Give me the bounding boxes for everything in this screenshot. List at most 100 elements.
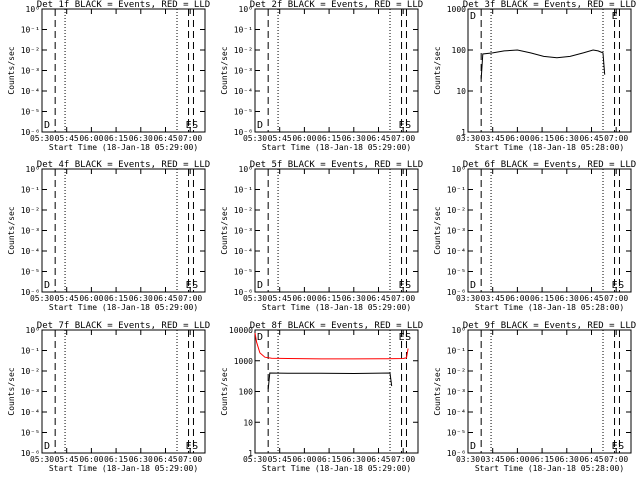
chart-8-ytick-label-4: 1 (248, 449, 253, 458)
chart-3-xtick-label-6: 07:00 (604, 134, 628, 143)
chart-2-xtick-label-5: 06:45 (366, 134, 390, 143)
chart-2-xtick-label-0: 05:30 (243, 134, 267, 143)
chart-1-ytick-label-5: 10⁻⁵ (21, 108, 40, 117)
chart-9-annotation-d: D (470, 441, 476, 452)
chart-2-xtick-label-3: 06:15 (317, 134, 341, 143)
chart-3-xtick-label-2: 06:00 (505, 134, 529, 143)
chart-9-xlabel: Start Time (18-Jan-18 05:28:00) (475, 464, 624, 473)
chart-8-annotation-d: D (257, 332, 263, 343)
chart-7-title: Det 7f BLACK = Events, RED = LLD (37, 321, 210, 331)
chart-9-xtick-label-4: 06:30 (555, 455, 579, 464)
chart-6-annotation-e: E (612, 280, 618, 291)
chart-4-ytick-label-6: 10⁻⁶ (21, 288, 40, 297)
chart-2-title: Det 2f BLACK = Events, RED = LLD (250, 0, 423, 10)
chart-6-xtick-label-3: 06:15 (530, 294, 554, 303)
chart-7-ytick-label-5: 10⁻⁵ (21, 429, 40, 438)
chart-3-ytick-label-2: 10 (456, 87, 466, 96)
chart-2-xlabel: Start Time (18-Jan-18 05:29:00) (262, 143, 411, 152)
chart-2-ytick-label-5: 10⁻⁵ (234, 108, 253, 117)
chart-2-ytick-label-4: 10⁻⁴ (234, 87, 253, 96)
chart-5-xtick-label-1: 05:45 (268, 294, 292, 303)
chart-7-frame (41, 329, 206, 454)
chart-1-xlabel: Start Time (18-Jan-18 05:29:00) (49, 143, 198, 152)
chart-7-xlabel: Start Time (18-Jan-18 05:29:00) (49, 464, 198, 473)
chart-3-annotation-d: D (470, 11, 476, 22)
chart-9-annotation-e: E (612, 441, 618, 452)
chart-2-xtick-label-4: 06:30 (342, 134, 366, 143)
chart-4-annotation-s: S (192, 280, 198, 291)
chart-7-xtick-label-4: 06:30 (129, 455, 153, 464)
chart-1-xtick-label-5: 06:45 (153, 134, 177, 143)
chart-3-series-0-line (480, 49, 606, 79)
chart-6-ytick-label-1: 10⁻¹ (447, 186, 466, 195)
chart-4-ytick-label-1: 10⁻¹ (21, 186, 40, 195)
chart-6-ytick-label-3: 10⁻³ (447, 227, 466, 236)
chart-5-ytick-label-1: 10⁻¹ (234, 186, 253, 195)
chart-6-xtick-label-5: 06:45 (579, 294, 603, 303)
chart-7-ytick-label-6: 10⁻⁶ (21, 449, 40, 458)
chart-3-xtick-label-4: 06:30 (555, 134, 579, 143)
chart-2-ytick-label-0: 10⁰ (239, 5, 253, 14)
chart-5-xtick-label-4: 06:30 (342, 294, 366, 303)
chart-9-xtick-label-6: 07:00 (604, 455, 628, 464)
chart-4-annotation-e: E (186, 280, 192, 291)
chart-5-ylabel: Counts/sec (220, 206, 229, 254)
chart-3-xtick-label-0: 03:30 (456, 134, 480, 143)
chart-3-ytick-label-0: 1000 (447, 5, 466, 14)
chart-5-xtick-label-5: 06:45 (366, 294, 390, 303)
chart-1-xtick-label-6: 07:00 (178, 134, 202, 143)
chart-9-xtick-label-2: 06:00 (505, 455, 529, 464)
chart-4-ytick-label-5: 10⁻⁵ (21, 268, 40, 277)
chart-3-xtick-label-1: 03:45 (481, 134, 505, 143)
chart-2-xtick-label-2: 06:00 (292, 134, 316, 143)
chart-3-title: Det 3f BLACK = Events, RED = LLD (463, 0, 636, 10)
chart-9-ylabel: Counts/sec (433, 367, 442, 415)
chart-2-annotation-s: S (405, 120, 411, 131)
chart-6-annotation-s: S (618, 280, 624, 291)
chart-3-ytick-label-1: 100 (452, 46, 467, 55)
chart-8-xtick-label-2: 06:00 (292, 455, 316, 464)
chart-2-ytick-label-6: 10⁻⁶ (234, 128, 253, 137)
chart-6-ytick-label-5: 10⁻⁵ (447, 268, 466, 277)
chart-8-series-0-line (267, 372, 393, 390)
chart-1-xtick-label-1: 05:45 (55, 134, 79, 143)
chart-6-frame (467, 168, 632, 293)
chart-7-xtick-label-2: 06:00 (79, 455, 103, 464)
chart-7-xtick-label-3: 06:15 (104, 455, 128, 464)
chart-2-ytick-label-1: 10⁻¹ (234, 26, 253, 35)
chart-1-ytick-label-4: 10⁻⁴ (21, 87, 40, 96)
chart-6-annotation-d: D (470, 280, 476, 291)
chart-5-ytick-label-5: 10⁻⁵ (234, 268, 253, 277)
chart-9-xtick-label-1: 03:45 (481, 455, 505, 464)
chart-2-frame (254, 8, 419, 133)
chart-9-frame (467, 329, 632, 454)
chart-7-ytick-label-1: 10⁻¹ (21, 347, 40, 356)
chart-5-annotation-s: S (405, 280, 411, 291)
chart-1-frame (41, 8, 206, 133)
chart-9-ytick-label-2: 10⁻² (447, 367, 466, 376)
chart-1-annotation-s: S (192, 120, 198, 131)
chart-5-xtick-label-2: 06:00 (292, 294, 316, 303)
chart-1-ytick-label-3: 10⁻³ (21, 67, 40, 76)
chart-3-xtick-label-3: 06:15 (530, 134, 554, 143)
chart-4-xtick-label-1: 05:45 (55, 294, 79, 303)
chart-4-title: Det 4f BLACK = Events, RED = LLD (37, 160, 210, 170)
chart-3-annotation-e: E (612, 11, 618, 22)
chart-2-ytick-label-3: 10⁻³ (234, 67, 253, 76)
chart-8-xlabel: Start Time (18-Jan-18 05:29:00) (262, 464, 411, 473)
chart-7-xtick-label-0: 05:30 (30, 455, 54, 464)
chart-6-ytick-label-4: 10⁻⁴ (447, 247, 466, 256)
chart-1-ylabel: Counts/sec (7, 46, 16, 94)
chart-6-xtick-label-0: 03:30 (456, 294, 480, 303)
chart-8-xtick-label-0: 05:30 (243, 455, 267, 464)
chart-3-ylabel: Counts/sec (433, 46, 442, 94)
chart-8-series-1-line (254, 332, 409, 360)
chart-8-xtick-label-1: 05:45 (268, 455, 292, 464)
chart-3-ytick-label-3: 1 (461, 128, 466, 137)
chart-8-frame (254, 329, 419, 454)
chart-5-ytick-label-3: 10⁻³ (234, 227, 253, 236)
chart-4-ytick-label-0: 10⁰ (26, 165, 40, 174)
chart-8-ylabel: Counts/sec (220, 367, 229, 415)
chart-4-xtick-label-4: 06:30 (129, 294, 153, 303)
chart-9-annotation-s: S (618, 441, 624, 452)
